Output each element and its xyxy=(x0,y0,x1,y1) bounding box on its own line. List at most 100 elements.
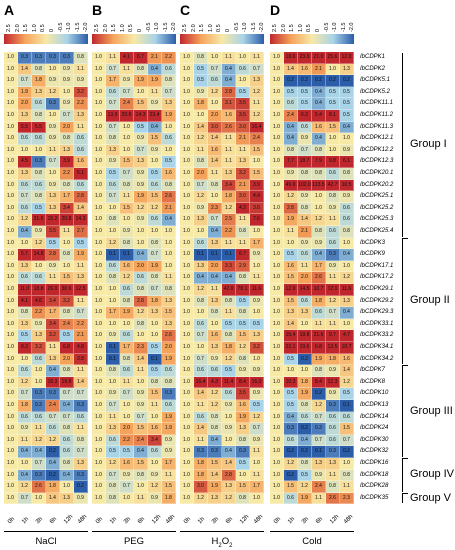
heatmap-cell[interactable]: 0.9 xyxy=(106,388,120,400)
heatmap-cell[interactable]: 4.6 xyxy=(32,295,46,308)
heatmap-cell[interactable]: 0.4 xyxy=(208,226,222,238)
heatmap-cell[interactable]: 6.3 xyxy=(298,110,312,122)
heatmap-cell[interactable]: 2.6 xyxy=(312,272,326,284)
heatmap-cell[interactable]: 0.7 xyxy=(60,388,74,400)
heatmap-cell[interactable]: 0.9 xyxy=(162,434,176,447)
heatmap-cell[interactable]: 1.7 xyxy=(120,342,134,354)
heatmap-cell[interactable]: 0.5 xyxy=(18,330,32,342)
heatmap-cell[interactable]: 0.1 xyxy=(208,249,222,261)
heatmap-cell[interactable]: 0.7 xyxy=(312,411,326,424)
heatmap-cell[interactable]: 0.5 xyxy=(236,318,250,331)
heatmap-cell[interactable]: 1.0 xyxy=(270,434,284,447)
heatmap-cell[interactable]: 1.0 xyxy=(312,191,326,203)
heatmap-cell[interactable]: 8.1 xyxy=(326,110,340,122)
heatmap-cell[interactable]: 0.3 xyxy=(326,400,340,412)
heatmap-cell[interactable]: 6.7 xyxy=(236,249,250,261)
heatmap-cell[interactable]: 3.2 xyxy=(46,330,60,342)
heatmap-cell[interactable]: 21.6 xyxy=(312,330,326,342)
heatmap-cell[interactable]: 3.3 xyxy=(222,260,236,273)
heatmap-cell[interactable]: 3.0 xyxy=(208,121,222,134)
heatmap-cell[interactable]: 1.2 xyxy=(148,202,162,215)
heatmap-cell[interactable]: 1.0 xyxy=(32,492,46,505)
heatmap-cell[interactable]: 3.2 xyxy=(32,342,46,354)
heatmap-cell[interactable]: 0.5 xyxy=(106,168,120,180)
heatmap-cell[interactable]: 1.6 xyxy=(162,168,176,180)
heatmap-cell[interactable]: 0.9 xyxy=(236,365,250,377)
heatmap-cell[interactable]: 1.3 xyxy=(194,260,208,273)
heatmap-cell[interactable]: 0.5 xyxy=(120,446,134,458)
heatmap-cell[interactable]: 0.4 xyxy=(18,469,32,482)
heatmap-cell[interactable]: 11.6 xyxy=(340,284,354,296)
heatmap-cell[interactable]: 1.0 xyxy=(270,272,284,284)
heatmap-cell[interactable]: 1.8 xyxy=(46,481,60,493)
heatmap-cell[interactable]: 1.2 xyxy=(222,202,236,215)
heatmap-cell[interactable]: 0.2 xyxy=(298,75,312,87)
heatmap-cell[interactable]: 0.8 xyxy=(298,458,312,470)
heatmap-cell[interactable]: 1.2 xyxy=(18,376,32,389)
heatmap-cell[interactable]: 1.0 xyxy=(270,110,284,122)
heatmap-cell[interactable]: 0.1 xyxy=(194,249,208,261)
heatmap-cell[interactable]: 1.0 xyxy=(180,191,194,203)
heatmap-cell[interactable]: 3.2 xyxy=(74,86,88,99)
heatmap-cell[interactable]: 1.0 xyxy=(180,388,194,400)
heatmap-cell[interactable]: 0.6 xyxy=(74,411,88,424)
heatmap-cell[interactable]: 0.5 xyxy=(250,400,264,412)
heatmap-cell[interactable]: 1.0 xyxy=(92,423,106,435)
heatmap-cell[interactable]: 0.6 xyxy=(208,75,222,87)
heatmap-cell[interactable]: 2.0 xyxy=(60,121,74,134)
heatmap-cell[interactable]: 3.0 xyxy=(236,121,250,134)
heatmap-cell[interactable]: 2.3 xyxy=(340,492,354,505)
heatmap-cell[interactable]: 0.6 xyxy=(120,365,134,377)
heatmap-cell[interactable]: 11.4 xyxy=(222,376,236,389)
heatmap-cell[interactable]: 1.1 xyxy=(74,365,88,377)
heatmap-cell[interactable]: 1.2 xyxy=(312,400,326,412)
heatmap-cell[interactable]: 1.0 xyxy=(194,342,208,354)
heatmap-cell[interactable]: 0.1 xyxy=(120,249,134,261)
heatmap-cell[interactable]: 1.0 xyxy=(270,365,284,377)
heatmap-cell[interactable]: 0.7 xyxy=(340,434,354,447)
heatmap-cell[interactable]: 0.5 xyxy=(148,168,162,180)
heatmap-cell[interactable]: 1.0 xyxy=(180,144,194,157)
heatmap-cell[interactable]: 1.0 xyxy=(270,226,284,238)
heatmap-cell[interactable]: 0.5 xyxy=(250,318,264,331)
heatmap-cell[interactable]: 0.7 xyxy=(106,63,120,76)
heatmap-cell[interactable]: 1.0 xyxy=(92,458,106,470)
heatmap-cell[interactable]: 0.7 xyxy=(18,492,32,505)
heatmap-cell[interactable]: 1.2 xyxy=(194,284,208,296)
heatmap-cell[interactable]: 1.5 xyxy=(340,423,354,435)
heatmap-cell[interactable]: 1.0 xyxy=(298,365,312,377)
heatmap-cell[interactable]: 0.1 xyxy=(106,353,120,366)
heatmap-cell[interactable]: 0.8 xyxy=(134,284,148,296)
heatmap-cell[interactable]: 4.3 xyxy=(208,376,222,389)
heatmap-cell[interactable]: 3.4 xyxy=(46,295,60,308)
heatmap-cell[interactable]: 0.6 xyxy=(326,411,340,424)
heatmap-cell[interactable]: 2.2 xyxy=(74,98,88,110)
heatmap-cell[interactable]: 10.5 xyxy=(340,179,354,192)
heatmap-cell[interactable]: 1.2 xyxy=(106,237,120,250)
heatmap-cell[interactable]: 0.7 xyxy=(18,191,32,203)
heatmap-cell[interactable]: 0.6 xyxy=(162,63,176,76)
heatmap-cell[interactable]: 0.7 xyxy=(194,179,208,192)
heatmap-cell[interactable]: 0.3 xyxy=(326,446,340,458)
heatmap-cell[interactable]: 1.0 xyxy=(92,86,106,99)
heatmap-cell[interactable]: 1.1 xyxy=(222,133,236,145)
heatmap-cell[interactable]: 1.0 xyxy=(92,388,106,400)
heatmap-cell[interactable]: 0.8 xyxy=(148,237,162,250)
heatmap-cell[interactable]: 1.1 xyxy=(32,423,46,435)
heatmap-cell[interactable]: 21.5 xyxy=(32,214,46,226)
heatmap-cell[interactable]: 0.7 xyxy=(134,411,148,424)
heatmap-cell[interactable]: 8.3 xyxy=(18,342,32,354)
heatmap-cell[interactable]: 0.8 xyxy=(194,52,208,64)
heatmap-cell[interactable]: 1.3 xyxy=(60,144,74,157)
heatmap-cell[interactable]: 0.6 xyxy=(298,411,312,424)
heatmap-cell[interactable]: 1.0 xyxy=(92,133,106,145)
heatmap-cell[interactable]: 23.9 xyxy=(298,52,312,64)
heatmap-cell[interactable]: 1.7 xyxy=(312,260,326,273)
heatmap-cell[interactable]: 6.1 xyxy=(340,156,354,168)
heatmap-cell[interactable]: 2.2 xyxy=(222,226,236,238)
heatmap-cell[interactable]: 0.4 xyxy=(298,434,312,447)
heatmap-cell[interactable]: 0.8 xyxy=(134,63,148,76)
heatmap-cell[interactable]: 1.2 xyxy=(208,388,222,400)
heatmap-cell[interactable]: 2.1 xyxy=(236,179,250,192)
heatmap-cell[interactable]: 1.0 xyxy=(4,411,18,424)
